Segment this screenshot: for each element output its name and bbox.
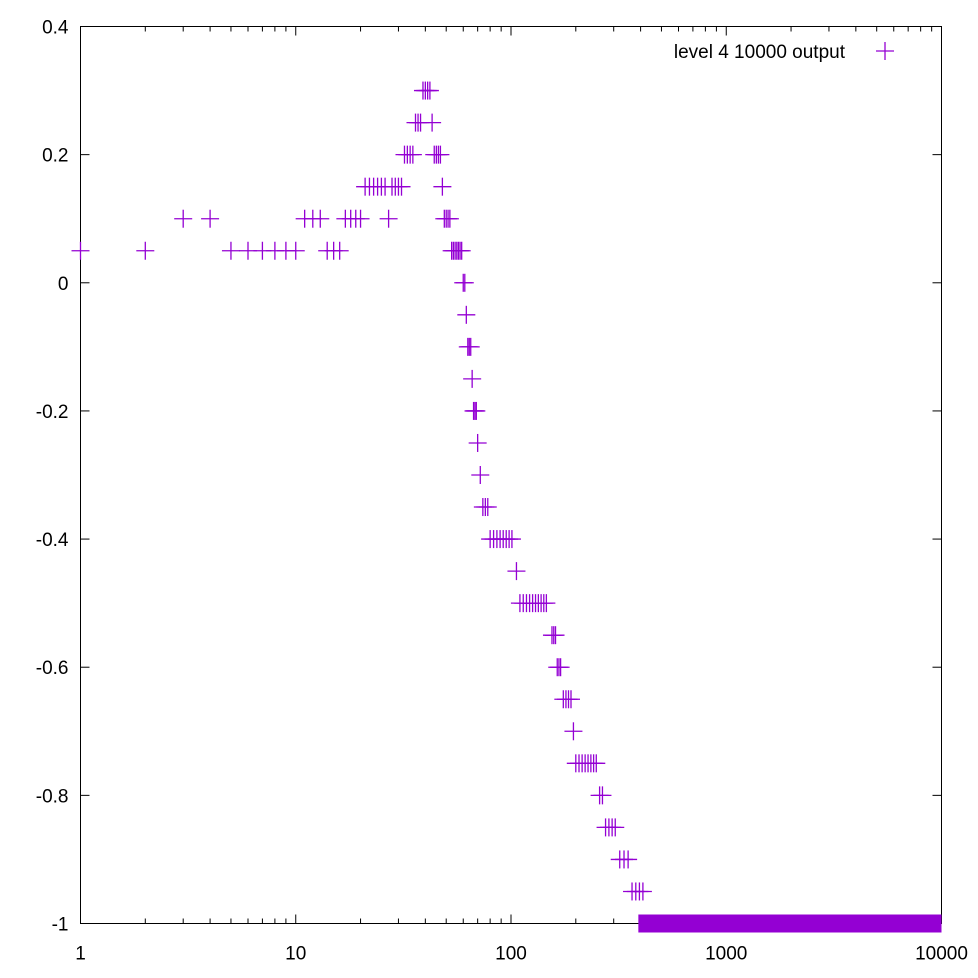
data-point [467,401,486,420]
y-tick-label: -1 [52,915,69,936]
x-tick-label: 1000 [705,944,747,965]
x-tick-label: 10 [285,944,306,965]
data-point [502,530,521,549]
y-tick-label: 0 [58,274,69,295]
data-point [537,594,556,613]
y-tick-label: -0.8 [36,786,69,807]
data-point [562,690,581,709]
data-point [587,754,606,773]
y-tick-label: -0.6 [36,658,69,679]
y-axis: 0.4 0.2 0 -0.2 -0.4 -0.6 -0.8 -1 [36,18,942,936]
data-point [379,209,398,228]
data-point [457,305,476,324]
data-point [221,241,240,260]
data-point [431,145,450,164]
data-point [392,177,411,196]
data-point [433,177,452,196]
data-point [403,145,422,164]
data-point [507,562,526,581]
legend: level 4 10000 output [674,42,894,63]
data-point [351,209,370,228]
data-point [564,722,583,741]
data-point [452,241,471,260]
legend-label: level 4 10000 output [674,42,846,63]
legend-marker [876,42,894,60]
data-point [136,241,155,260]
data-point [311,209,330,228]
data-point [440,209,459,228]
plot-area-border [80,26,942,924]
legend-marker-plus [876,42,894,60]
y-tick-label: 0.4 [42,18,69,39]
data-point [463,369,482,388]
data-point [174,209,193,228]
data-point [455,273,474,292]
x-tick-label: 1 [75,944,86,965]
data-point [633,882,652,901]
data-point [471,466,490,484]
data-point [330,241,349,260]
x-tick-label: 100 [495,944,527,965]
y-tick-label: -0.2 [36,402,69,423]
data-point [468,433,487,452]
data-point [286,241,305,260]
y-tick-label: -0.4 [36,530,69,551]
y-tick-label: 0.2 [42,146,68,167]
x-axis: 1 10 100 1000 10000 [75,26,968,965]
data-point [551,658,570,677]
data-point [201,209,220,228]
data-point-run [638,914,942,933]
data-point [423,113,442,132]
data-point [478,498,497,517]
data-point [593,786,612,805]
plot-points [71,81,942,933]
data-point [619,850,638,869]
data-point [606,818,625,837]
x-tick-label: 10000 [915,944,968,965]
data-point [420,81,439,100]
data-point [461,337,480,356]
data-point [546,626,565,645]
data-point [71,241,90,260]
